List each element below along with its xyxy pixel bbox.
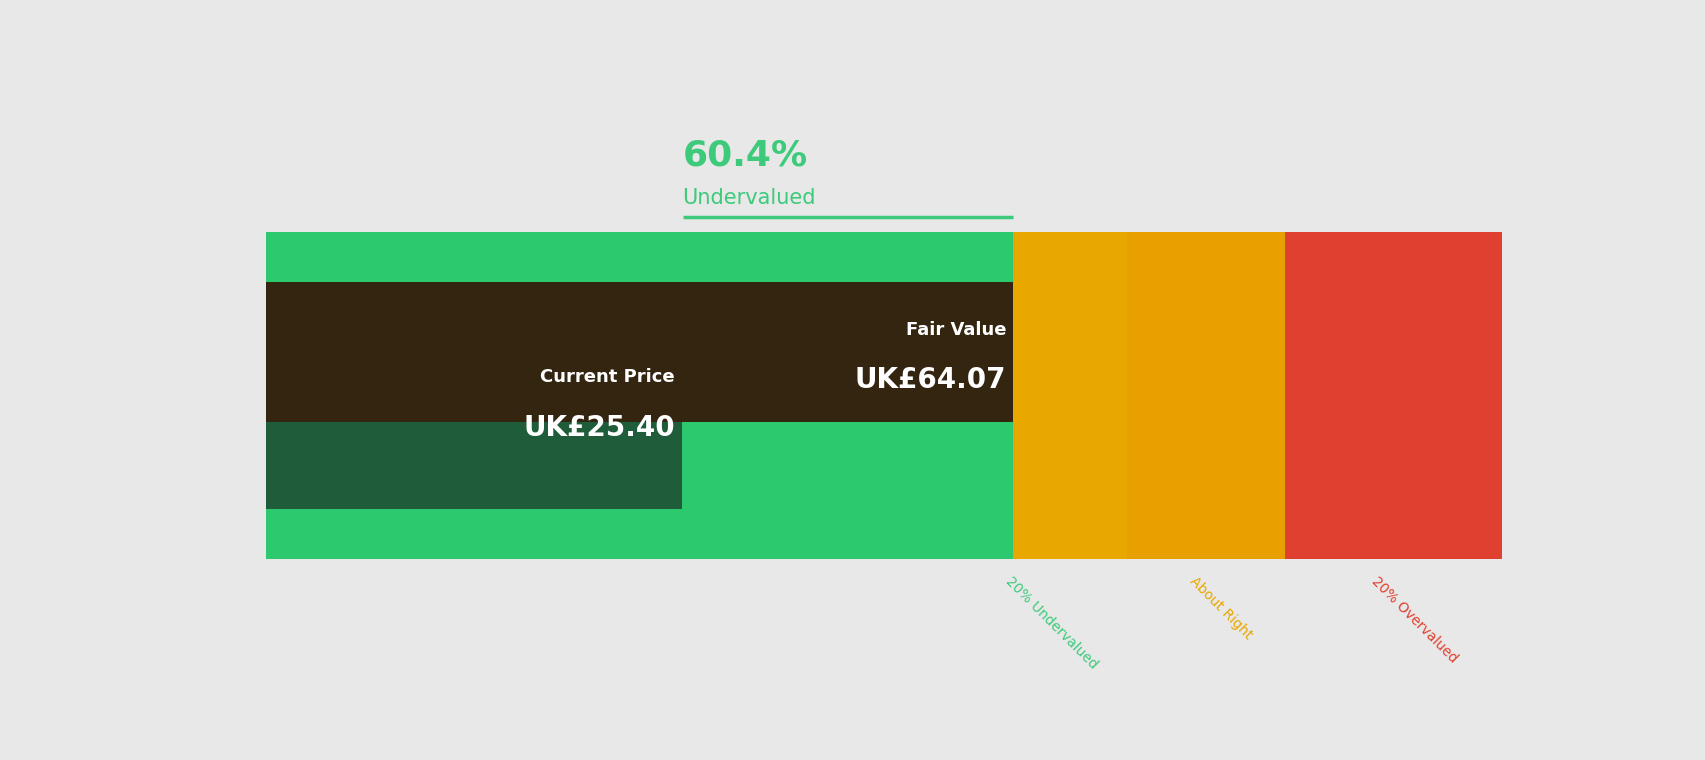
Bar bbox=[266, 290, 680, 508]
Text: 60.4%: 60.4% bbox=[682, 138, 806, 172]
Bar bbox=[1013, 232, 1125, 559]
Text: Current Price: Current Price bbox=[540, 369, 675, 386]
Bar bbox=[266, 232, 1013, 559]
Text: UK£64.07: UK£64.07 bbox=[854, 366, 1006, 394]
Bar bbox=[1284, 232, 1502, 559]
Text: 20% Overvalued: 20% Overvalued bbox=[1367, 574, 1459, 666]
Bar bbox=[1125, 232, 1284, 559]
Bar bbox=[266, 283, 1013, 422]
Text: 20% Undervalued: 20% Undervalued bbox=[1003, 574, 1100, 672]
Text: About Right: About Right bbox=[1187, 574, 1255, 642]
Text: Undervalued: Undervalued bbox=[682, 188, 815, 207]
Text: Fair Value: Fair Value bbox=[905, 321, 1006, 339]
Text: UK£25.40: UK£25.40 bbox=[523, 413, 675, 442]
